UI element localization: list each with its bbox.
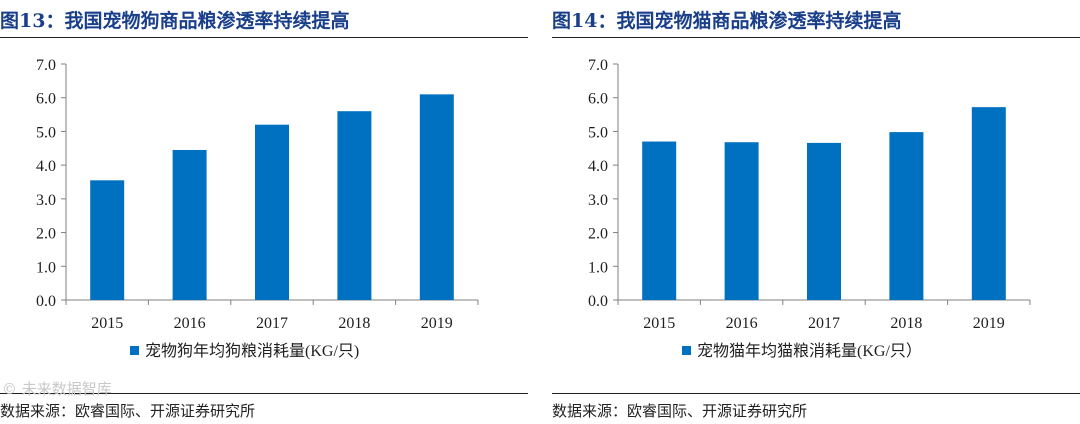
y-tick-label: 2.0: [588, 226, 608, 243]
y-tick-label: 1.0: [36, 259, 56, 276]
x-tick-label: 2018: [338, 315, 370, 332]
x-tick-label: 2016: [174, 315, 206, 332]
y-tick-label: 3.0: [36, 192, 56, 209]
y-tick-label: 5.0: [36, 124, 56, 141]
y-tick-label: 7.0: [36, 57, 56, 74]
bar: [255, 124, 289, 300]
y-tick-label: 6.0: [588, 91, 608, 108]
y-tick-label: 0.0: [588, 293, 608, 310]
chart-title: 图13：我国宠物狗商品粮渗透率持续提高: [0, 10, 350, 32]
watermark: © 未来数据智库: [2, 380, 112, 398]
chart-panel-left: 图13：我国宠物狗商品粮渗透率持续提高 0.0 1.0 2.0 3.0 4.0 5.0 6.…: [0, 0, 528, 424]
bar: [90, 180, 125, 300]
bar: [172, 149, 207, 300]
legend-label: 宠物狗年均狗粮消耗量(KG/只): [145, 342, 359, 360]
bar-chart-dog-food: 0.0 1.0 2.0 3.0 4.0 5.0 6.0 7.0 2015 2016 2017 2018…: [36, 57, 479, 360]
y-tick-label: 3.0: [588, 192, 608, 209]
chart-title: 图14：我国宠物猫商品粮渗透率持续提高: [552, 10, 902, 32]
chart-panel-right: 图14：我国宠物猫商品粮渗透率持续提高 0.0 1.0 2.0 3.0 4.0 5.0 6.…: [552, 0, 1080, 424]
title-divider: [0, 37, 528, 38]
x-tick-label: 2017: [808, 315, 840, 332]
y-tick-label: 7.0: [588, 57, 608, 74]
title-divider: [552, 37, 1080, 38]
bar: [807, 142, 841, 300]
legend-swatch: [130, 346, 139, 355]
data-source: 数据来源：欧睿国际、开源证券研究所: [552, 402, 808, 420]
bar: [337, 111, 372, 300]
y-tick-label: 6.0: [36, 91, 56, 108]
y-tick-label: 1.0: [588, 259, 608, 276]
bar: [971, 107, 1006, 300]
y-tick-label: 2.0: [36, 226, 56, 243]
bar-chart-cat-food: 0.0 1.0 2.0 3.0 4.0 5.0 6.0 7.0 2015 2016 2017 2018…: [588, 57, 1031, 360]
legend-swatch: [682, 346, 691, 355]
bar: [724, 142, 759, 300]
y-tick-label: 0.0: [36, 293, 56, 310]
source-divider: [0, 393, 528, 394]
data-source: 数据来源：欧睿国际、开源证券研究所: [0, 402, 256, 420]
legend-label: 宠物猫年均猫粮消耗量(KG/只）: [697, 342, 922, 360]
x-tick-label: 2019: [973, 315, 1005, 332]
bar: [642, 141, 677, 300]
y-tick-label: 4.0: [36, 158, 56, 175]
x-tick-label: 2018: [890, 315, 922, 332]
y-tick-label: 4.0: [588, 158, 608, 175]
y-tick-label: 5.0: [588, 124, 608, 141]
source-divider: [552, 393, 1080, 394]
x-tick-label: 2015: [91, 315, 123, 332]
x-tick-label: 2015: [643, 315, 675, 332]
bar: [889, 132, 924, 300]
x-tick-label: 2017: [256, 315, 288, 332]
bar: [419, 94, 454, 300]
x-tick-label: 2019: [421, 315, 453, 332]
x-tick-label: 2016: [726, 315, 758, 332]
